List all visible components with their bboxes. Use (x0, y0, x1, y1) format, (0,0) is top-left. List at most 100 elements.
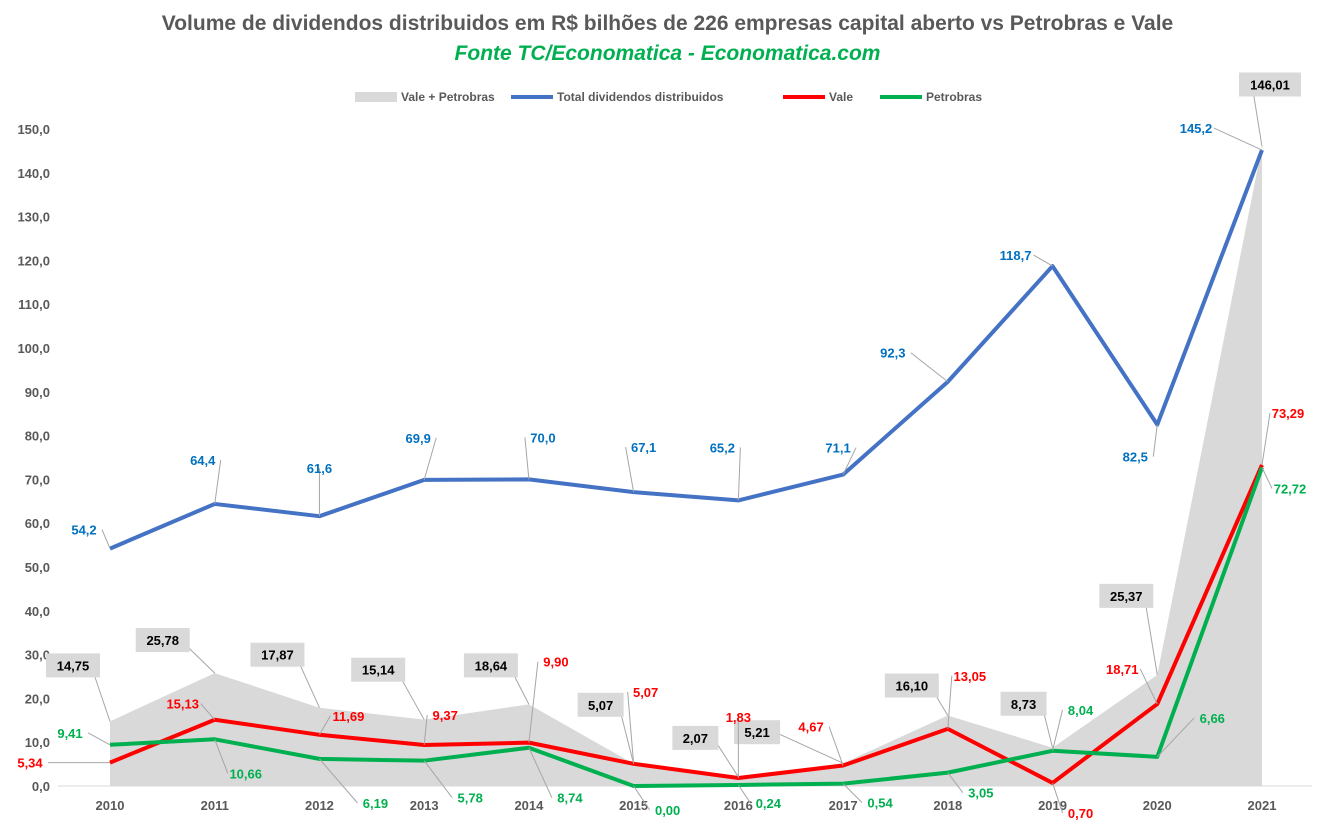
leader-line (1143, 595, 1158, 675)
data-label: 5,07 (633, 685, 658, 700)
leader-line (1052, 782, 1064, 814)
data-label: 3,05 (968, 786, 993, 801)
data-label: 0,70 (1068, 806, 1093, 821)
data-label: 145,2 (1180, 121, 1213, 136)
data-label: 16,10 (896, 678, 929, 693)
data-label-box (884, 673, 939, 698)
y-tick-label: 80,0 (25, 429, 50, 444)
y-tick-label: 100,0 (17, 341, 50, 356)
leader-line (633, 785, 651, 811)
data-label: 92,3 (880, 346, 905, 361)
y-tick-label: 40,0 (25, 604, 50, 619)
leader-line (214, 739, 229, 774)
data-label: 18,71 (1106, 662, 1139, 677)
legend-swatch (355, 92, 397, 102)
data-label: 146,01 (1250, 77, 1290, 92)
data-label: 5,07 (588, 698, 613, 713)
y-tick-label: 120,0 (17, 253, 50, 268)
x-tick-label: 2019 (1038, 798, 1067, 813)
leader-line (1156, 717, 1195, 758)
y-tick-label: 130,0 (17, 210, 50, 225)
legend: Vale + Petrobras Total dividendos distrib… (355, 90, 982, 104)
data-label-box (46, 653, 100, 678)
data-label: 5,21 (744, 725, 769, 740)
legend-label: Petrobras (926, 90, 982, 104)
x-tick-label: 2011 (201, 798, 229, 813)
y-tick-label: 50,0 (25, 560, 50, 575)
data-label: 64,4 (190, 453, 216, 468)
data-label: 6,19 (363, 796, 388, 811)
leader-line (101, 529, 111, 549)
leader-line (627, 691, 635, 764)
x-tick-label: 2015 (619, 798, 648, 813)
data-label: 13,05 (954, 669, 987, 684)
data-label: 17,87 (261, 648, 294, 663)
y-tick-label: 60,0 (25, 516, 50, 531)
x-tick-label: 2021 (1248, 798, 1277, 813)
data-label: 9,37 (433, 708, 458, 723)
line-vale (109, 464, 1264, 785)
legend-label: Total dividendos distribuidos (557, 90, 724, 104)
leader-line (528, 747, 553, 798)
data-label: 8,04 (1068, 703, 1094, 718)
leader-line (910, 352, 949, 383)
data-label: 0,00 (655, 803, 680, 818)
data-label-box (1000, 691, 1047, 716)
leader-line (947, 675, 953, 729)
y-tick-label: 70,0 (25, 472, 50, 487)
x-tick-label: 2013 (410, 798, 439, 813)
y-tick-label: 140,0 (17, 166, 50, 181)
data-label-box (463, 653, 518, 678)
data-label: 9,90 (543, 655, 568, 670)
leader-line (319, 715, 331, 736)
data-label: 6,66 (1200, 711, 1225, 726)
data-label: 61,6 (307, 461, 332, 476)
data-label: 10,66 (229, 766, 262, 781)
area-vale-petrobras (110, 146, 1262, 786)
data-label: 1,83 (726, 710, 751, 725)
leader-line (1033, 254, 1053, 267)
leader-line (1213, 127, 1263, 151)
leader-line (423, 714, 428, 746)
x-tick-label: 2016 (724, 798, 753, 813)
leader-line (625, 447, 635, 493)
data-label: 25,78 (146, 633, 179, 648)
leader-line (828, 726, 844, 766)
leader-line (87, 732, 111, 746)
data-label: 5,34 (17, 756, 43, 771)
y-tick-label: 110,0 (18, 297, 50, 312)
data-label: 15,13 (166, 697, 199, 712)
leader-line (214, 459, 222, 504)
x-tick-label: 2014 (514, 798, 544, 813)
leader-line (842, 783, 863, 803)
data-label: 54,2 (71, 523, 96, 538)
leader-line (1261, 412, 1271, 466)
data-label: 0,24 (756, 796, 782, 811)
line-petrobras (109, 466, 1264, 788)
leader-line (200, 703, 216, 721)
data-label: 4,67 (798, 720, 823, 735)
chart-subtitle: Fonte TC/Economatica - Economatica.com (454, 42, 881, 65)
data-label: 14,75 (57, 658, 90, 673)
data-label-box (351, 657, 406, 682)
data-label-box (135, 628, 190, 653)
data-label: 73,29 (1272, 406, 1305, 421)
data-label-box (577, 692, 624, 717)
leader-line (774, 731, 844, 764)
leader-line (528, 661, 539, 743)
x-tick-label: 2018 (933, 798, 962, 813)
legend-label: Vale + Petrobras (401, 90, 495, 104)
data-label: 8,74 (557, 791, 583, 806)
leader-line (524, 437, 530, 480)
data-label: 71,1 (825, 441, 850, 456)
data-label: 0,54 (867, 796, 893, 811)
data-label-box (1239, 72, 1301, 97)
data-label: 82,5 (1123, 450, 1148, 465)
data-label: 67,1 (631, 440, 656, 455)
data-label: 25,37 (1110, 589, 1143, 604)
data-label-box (250, 642, 305, 667)
data-label: 65,2 (710, 440, 735, 455)
data-label: 2,07 (683, 731, 708, 746)
leader-line (1152, 424, 1158, 457)
